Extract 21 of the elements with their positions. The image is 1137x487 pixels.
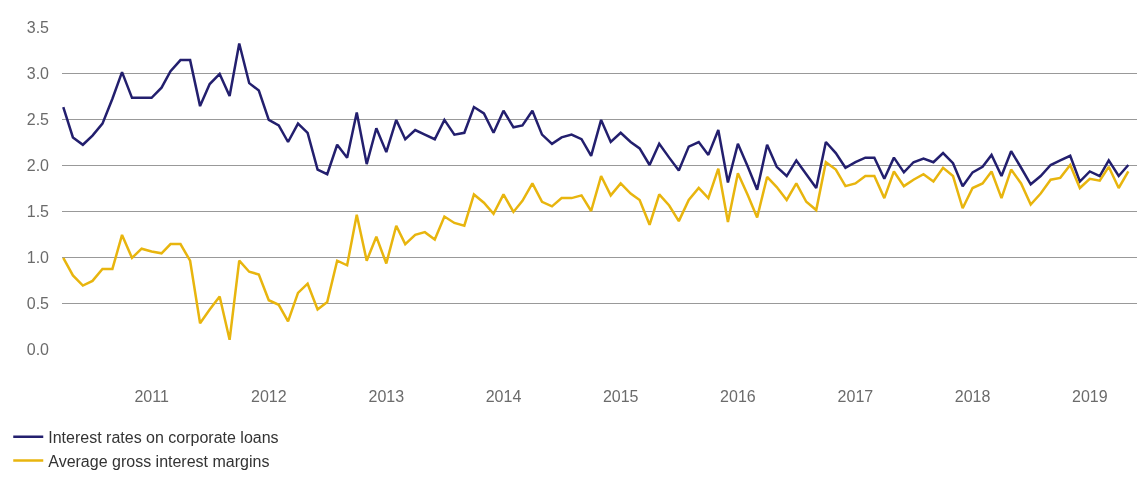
y-tick-label: 0.5 <box>26 294 50 312</box>
x-tick-label: 2014 <box>485 388 522 405</box>
legend-label: Average gross interest margins <box>48 452 270 470</box>
x-tick-label: 2017 <box>837 388 874 405</box>
x-tick-label: 2015 <box>602 388 639 405</box>
x-tick-label: 2013 <box>368 388 405 405</box>
x-tick-label: 2012 <box>250 388 287 405</box>
y-tick-label: 2.5 <box>26 110 50 128</box>
y-tick-label: 0.0 <box>26 340 50 358</box>
y-tick-label: 2.0 <box>26 156 50 174</box>
x-tick-label: 2019 <box>1072 388 1108 405</box>
line-series <box>62 160 1130 342</box>
x-tick-label: 2018 <box>954 388 991 405</box>
legend-label: Interest rates on corporate loans <box>48 428 279 446</box>
line-series <box>62 42 1130 192</box>
y-tick-label: 1.0 <box>26 248 50 266</box>
y-tick-label: 3.5 <box>26 18 50 36</box>
y-tick-label: 1.5 <box>26 202 50 220</box>
x-tick-label: 2016 <box>720 388 756 405</box>
x-tick-label: 2011 <box>134 388 169 405</box>
y-tick-label: 3.0 <box>26 64 50 82</box>
